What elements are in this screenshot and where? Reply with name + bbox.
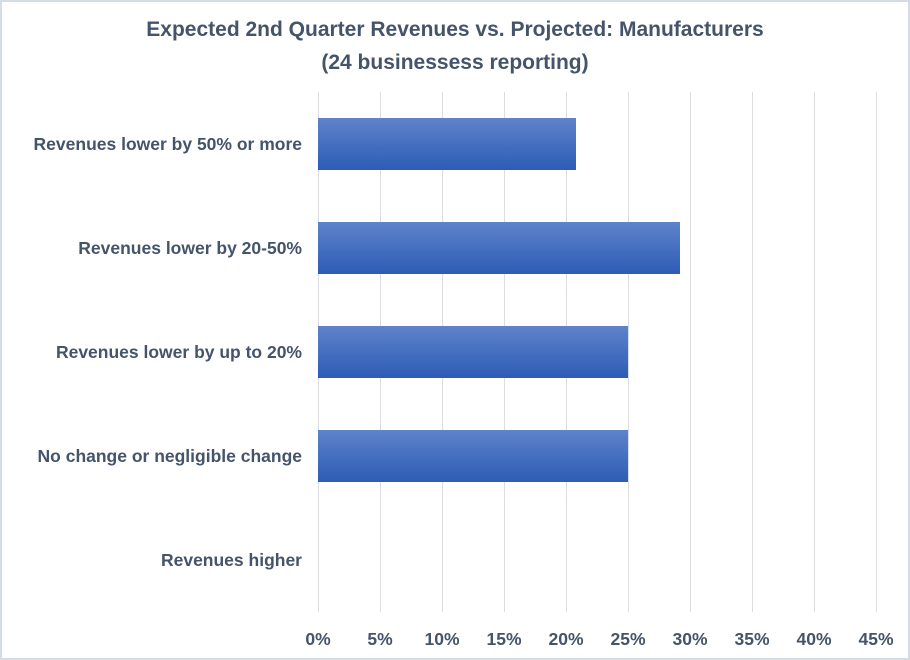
chart-title: Expected 2nd Quarter Revenues vs. Projec…	[2, 13, 908, 79]
x-tick-label: 20%	[548, 629, 584, 649]
chart-title-line1: Expected 2nd Quarter Revenues vs. Projec…	[146, 18, 764, 41]
plot-area	[317, 92, 877, 612]
x-tick-label: 40%	[796, 629, 832, 649]
gridline	[875, 92, 877, 612]
category-label: Revenues higher	[160, 549, 302, 570]
category-label: No change or negligible change	[37, 445, 302, 466]
gridline	[813, 92, 815, 612]
bar-3	[318, 430, 628, 482]
bar-1	[318, 222, 681, 274]
gridline	[751, 92, 753, 612]
x-tick-label: 5%	[367, 629, 393, 649]
value-axis: 0% 5% 10% 15% 20% 25% 30% 35% 40% 45%	[2, 624, 908, 654]
chart-title-line2: (24 businessess reporting)	[321, 51, 589, 74]
x-tick-label: 25%	[610, 629, 646, 649]
x-tick-label: 0%	[305, 629, 331, 649]
x-tick-label: 35%	[734, 629, 770, 649]
gridline	[689, 92, 691, 612]
x-tick-label: 10%	[424, 629, 460, 649]
category-label: Revenues lower by 50% or more	[33, 133, 302, 154]
x-tick-label: 30%	[672, 629, 708, 649]
x-tick-label: 15%	[486, 629, 522, 649]
bar-2	[318, 326, 628, 378]
category-label: Revenues lower by 20-50%	[78, 237, 302, 258]
bar-0	[318, 118, 576, 170]
category-label: Revenues lower by up to 20%	[55, 341, 302, 362]
gridline	[627, 92, 629, 612]
category-axis: Revenues lower by 50% or more Revenues lo…	[2, 92, 302, 612]
x-tick-label: 45%	[858, 629, 894, 649]
